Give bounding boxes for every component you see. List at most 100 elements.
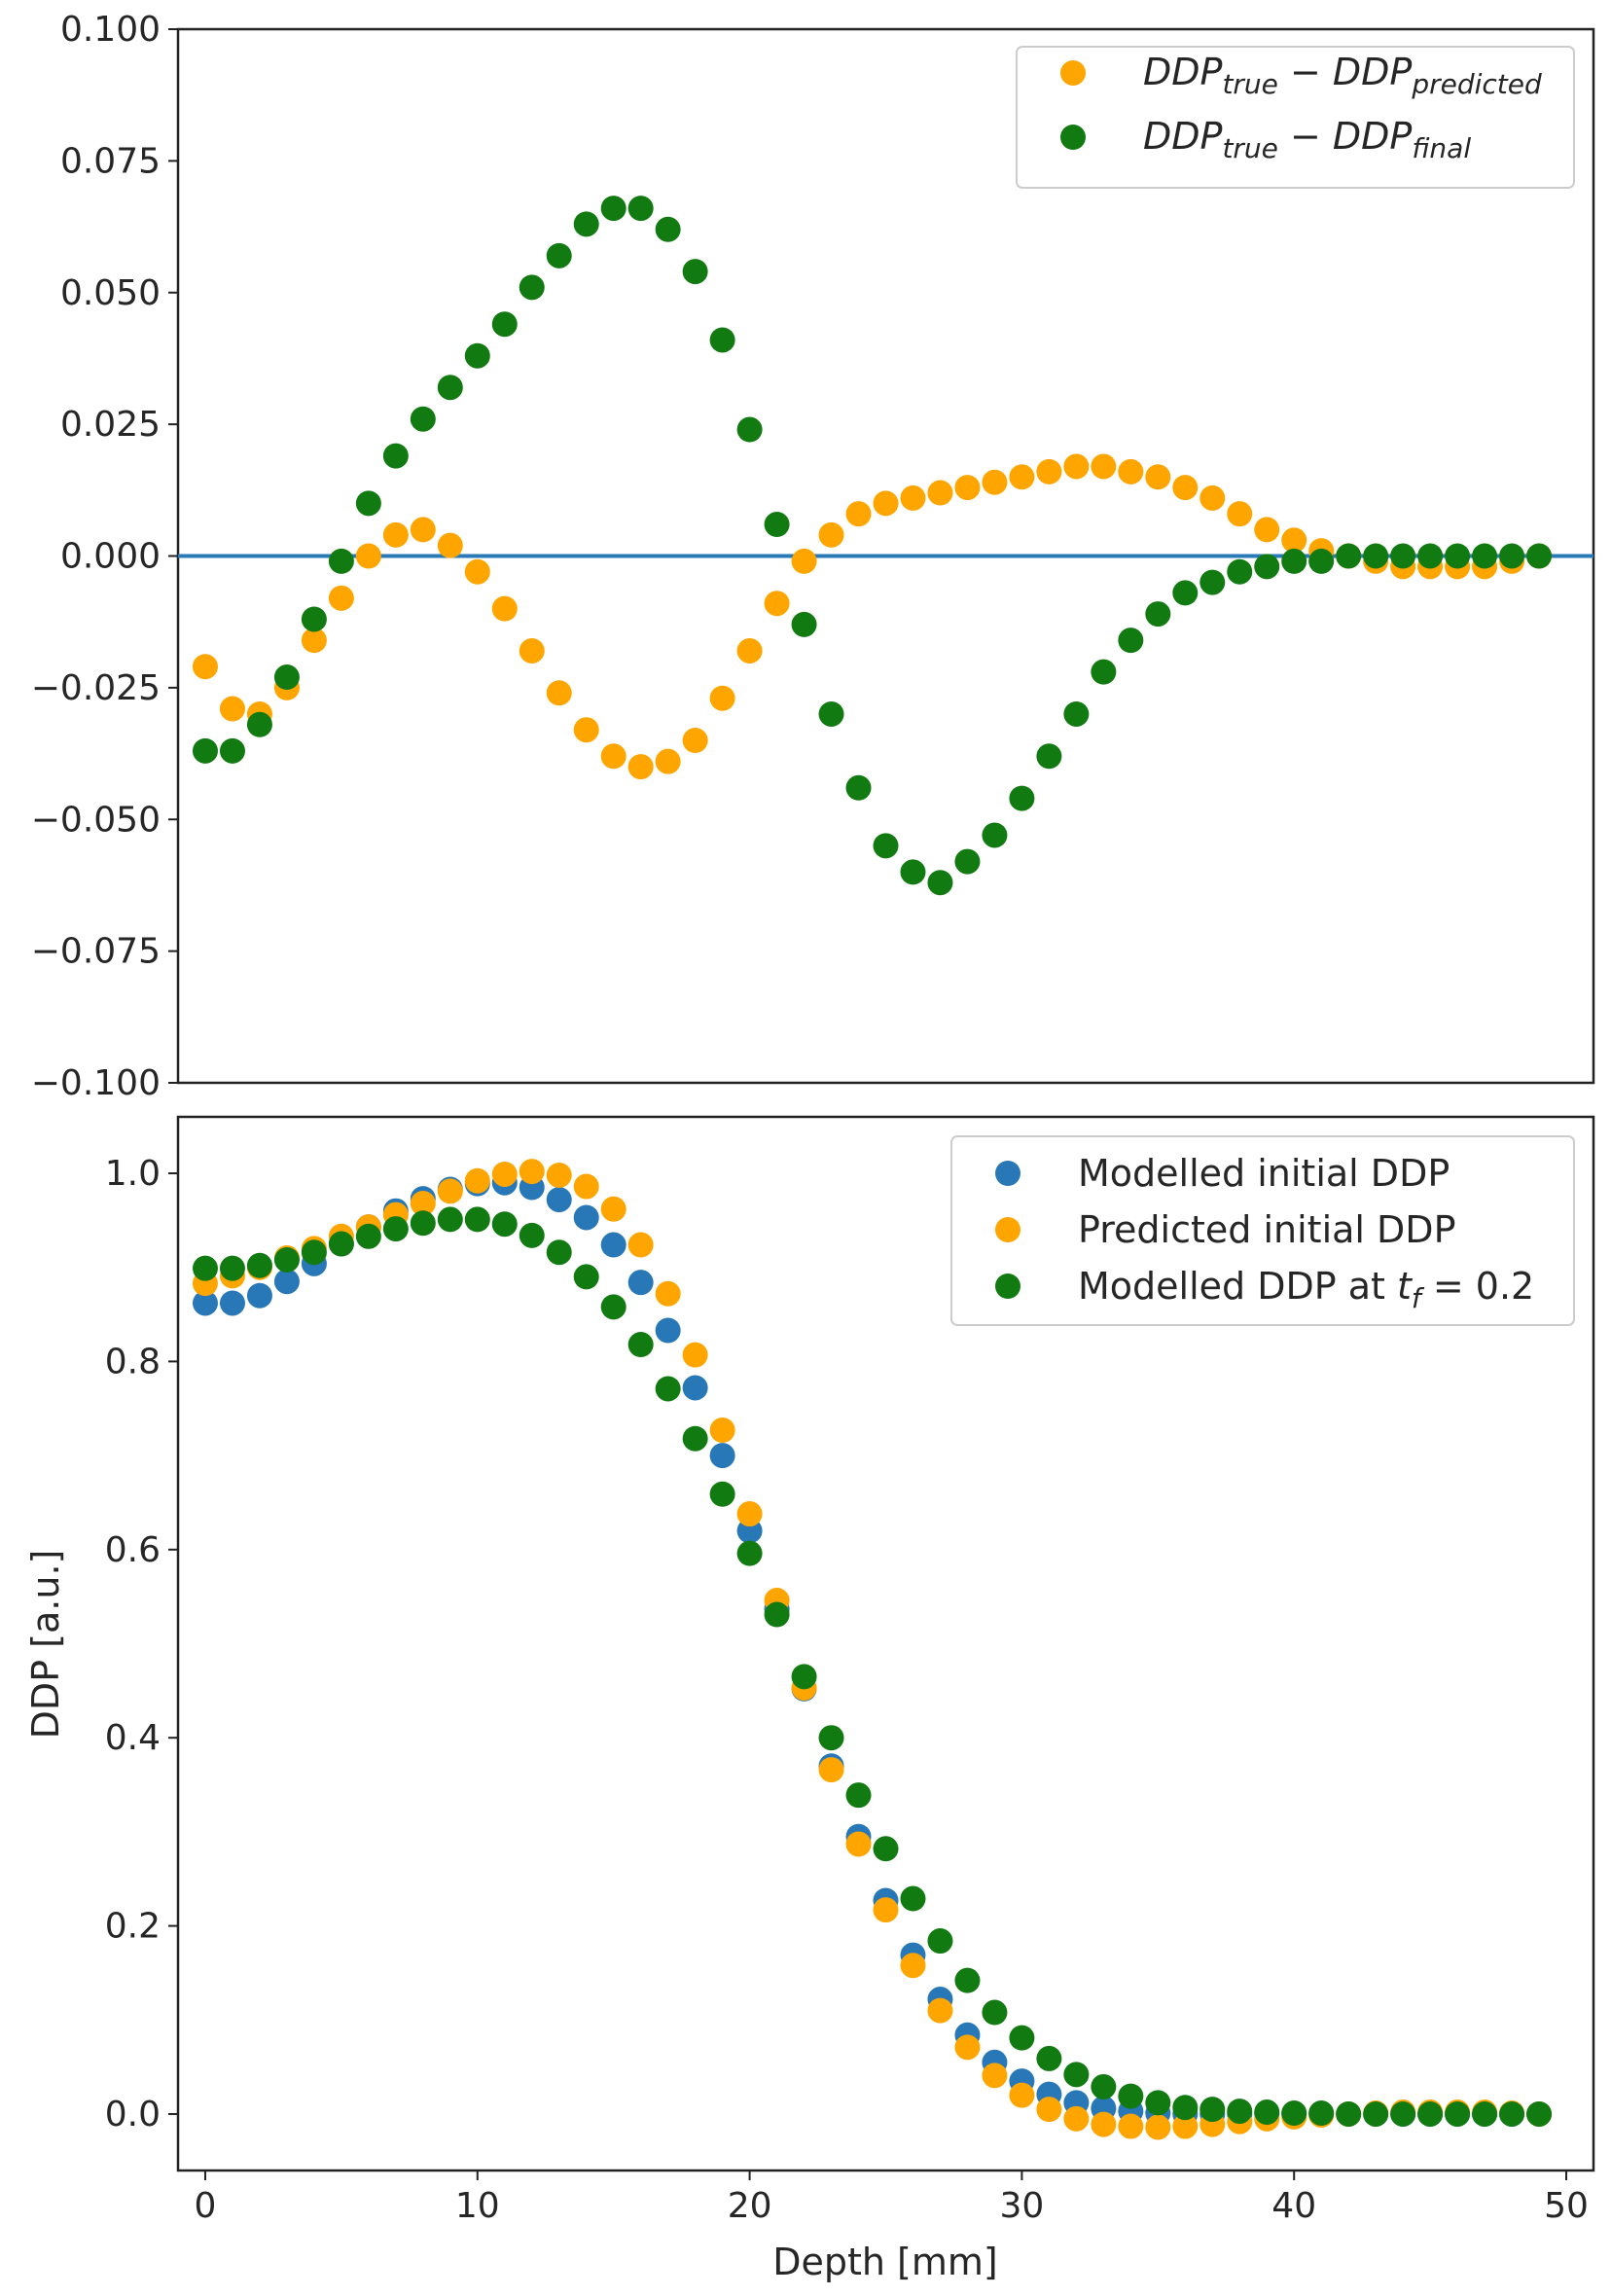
data-point [655, 748, 681, 774]
x-tick-label: 0 [195, 2186, 217, 2226]
data-point [1227, 501, 1253, 527]
y-tick-label: 0.100 [60, 10, 161, 50]
data-point [1390, 2100, 1416, 2127]
data-point [1036, 2097, 1062, 2123]
data-point [382, 443, 409, 469]
data-point [873, 833, 899, 859]
y-tick-label: 0.075 [60, 141, 161, 181]
data-point [982, 822, 1008, 848]
data-point [519, 274, 545, 301]
data-point [1036, 743, 1062, 770]
data-point [1445, 2100, 1471, 2127]
data-point [1036, 2045, 1062, 2071]
data-point [682, 1342, 708, 1368]
y-tick-label: 0.8 [105, 1342, 161, 1381]
data-point [546, 680, 572, 706]
legend-marker [995, 1217, 1020, 1242]
data-point [301, 606, 327, 632]
data-point [1308, 548, 1335, 574]
data-point [1172, 2113, 1199, 2139]
data-point [736, 1540, 763, 1566]
data-point [1526, 2100, 1553, 2127]
data-point [1472, 2100, 1498, 2127]
data-point [491, 1161, 518, 1187]
data-point [845, 1782, 872, 1809]
data-point [954, 848, 981, 875]
data-point [709, 1417, 735, 1443]
data-point [927, 1997, 953, 2024]
data-point [219, 1290, 245, 1316]
data-point [519, 1159, 545, 1185]
data-point [845, 501, 872, 527]
data-point [845, 1831, 872, 1857]
data-point [1472, 543, 1498, 569]
legend-part: − [1278, 51, 1333, 93]
legend-marker [995, 1161, 1020, 1186]
x-axis-label: Depth [mm] [772, 2241, 998, 2283]
legend-label: Modelled DDP at tf = 0.2 [1078, 1265, 1534, 1314]
y-tick-label: 0.025 [60, 405, 161, 445]
data-point [1118, 628, 1144, 654]
data-point [1036, 458, 1062, 484]
data-point [900, 859, 926, 885]
series-green [192, 1206, 1553, 2127]
data-point [927, 870, 953, 896]
legend-part: = 0.2 [1421, 1265, 1534, 1308]
data-point [818, 521, 844, 548]
data-point [246, 1252, 272, 1278]
data-point [410, 1190, 436, 1216]
data-point [464, 1206, 490, 1233]
data-point [982, 2063, 1008, 2089]
data-point [192, 1290, 218, 1316]
data-point [437, 1206, 463, 1233]
data-point [1172, 2095, 1199, 2121]
legend-marker [1060, 60, 1086, 86]
data-point [1254, 554, 1280, 580]
legend-part: t [1397, 1265, 1414, 1308]
data-point [355, 1223, 381, 1249]
data-point [1091, 453, 1117, 480]
data-point [600, 1232, 626, 1258]
data-point [1009, 2082, 1035, 2108]
data-point [1526, 543, 1553, 569]
data-point [491, 311, 518, 338]
data-point [982, 469, 1008, 495]
legend-label: Predicted initial DDP [1078, 1208, 1455, 1251]
series-orange [192, 453, 1553, 780]
data-point [328, 585, 354, 611]
series-green [192, 196, 1553, 896]
data-point [573, 1264, 599, 1290]
y-tick-label: 0.2 [105, 1907, 161, 1947]
data-point [546, 1162, 572, 1188]
data-point [1145, 601, 1171, 628]
legend-marker [995, 1274, 1020, 1299]
data-point [1199, 2097, 1226, 2123]
data-point [736, 416, 763, 443]
data-point [627, 1232, 654, 1258]
data-point [682, 728, 708, 754]
data-point [573, 211, 599, 237]
data-point [709, 1443, 735, 1469]
data-point [1118, 2083, 1144, 2109]
legend-part: Modelled initial DDP [1078, 1152, 1450, 1195]
data-point [410, 406, 436, 432]
legend-part: − [1278, 115, 1333, 158]
data-point [1118, 458, 1144, 484]
y-tick-label: −0.075 [31, 932, 161, 972]
data-point [192, 737, 218, 764]
data-point [1009, 2025, 1035, 2051]
data-point [410, 517, 436, 543]
y-tick-label: 0.0 [105, 2095, 161, 2135]
data-point [519, 637, 545, 664]
data-point [1445, 543, 1471, 569]
legend-part: predicted [1411, 68, 1542, 100]
ddp-points [192, 1159, 1553, 2140]
data-point [600, 1196, 626, 1222]
legend-part: final [1412, 132, 1471, 164]
data-point [655, 1317, 681, 1344]
data-point [1254, 2099, 1280, 2126]
data-point [1336, 543, 1362, 569]
data-point [301, 1239, 327, 1266]
data-point [546, 1239, 572, 1266]
